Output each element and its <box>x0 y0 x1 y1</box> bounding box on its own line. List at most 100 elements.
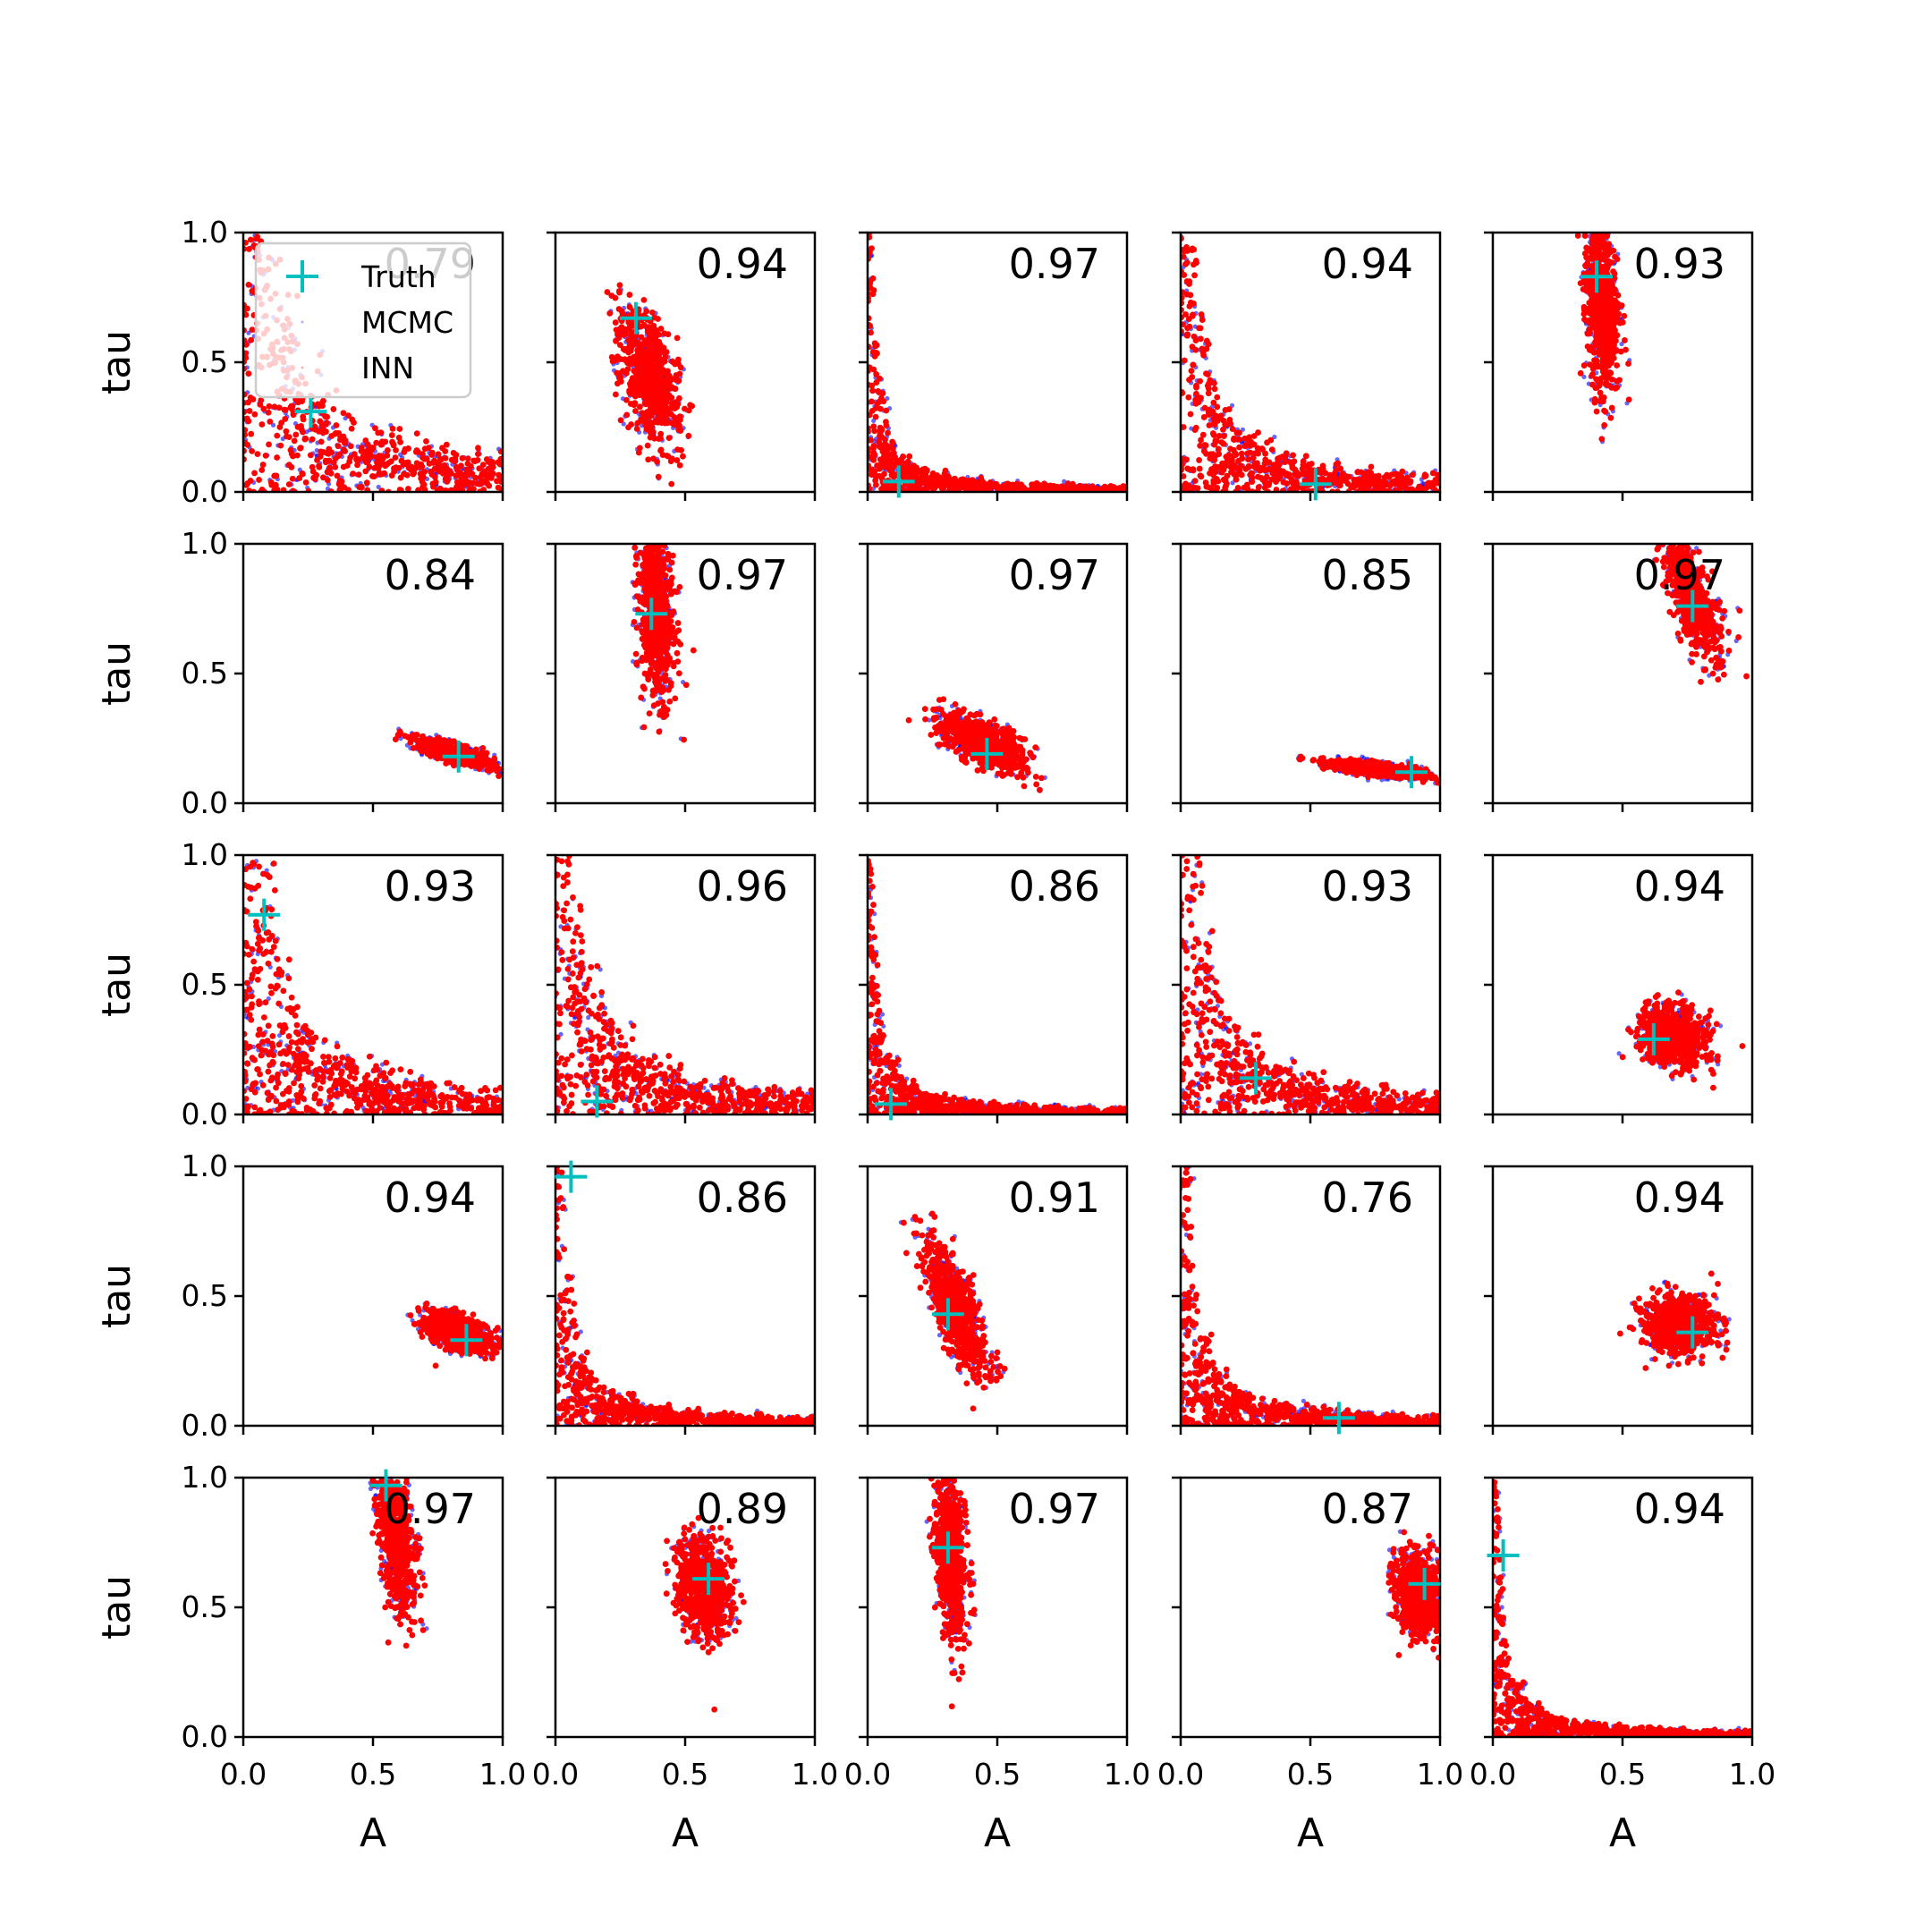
inn-point <box>1196 465 1203 472</box>
correlation-label: 0.94 <box>697 240 788 288</box>
inn-point <box>1239 455 1246 462</box>
inn-point <box>640 296 648 303</box>
inn-point <box>323 450 330 456</box>
inn-point <box>643 308 650 315</box>
inn-point <box>669 455 675 462</box>
inn-point <box>657 326 665 332</box>
inn-point <box>1421 473 1428 480</box>
inn-point <box>627 401 634 407</box>
inn-point <box>1365 475 1371 482</box>
inn-point <box>1602 263 1609 269</box>
inn-point <box>1268 476 1275 483</box>
inn-point <box>1258 474 1265 481</box>
inn-point <box>906 453 913 460</box>
inn-point <box>1401 478 1408 484</box>
inn-point <box>1193 384 1199 391</box>
inn-point <box>1036 482 1043 488</box>
inn-point <box>1210 480 1217 487</box>
inn-point <box>1244 450 1251 457</box>
inn-point <box>1231 462 1238 469</box>
inn-point <box>872 481 879 488</box>
inn-point <box>421 487 428 492</box>
inn-point <box>362 468 369 475</box>
inn-point <box>1299 470 1306 478</box>
inn-point <box>249 287 256 294</box>
inn-point <box>1589 370 1597 377</box>
inn-point <box>929 484 936 491</box>
inn-point <box>456 486 462 492</box>
inn-point <box>675 394 682 402</box>
inn-point <box>1004 484 1012 491</box>
inn-point <box>1216 451 1223 458</box>
inn-point <box>336 451 343 458</box>
inn-point <box>657 411 665 419</box>
inn-point <box>1197 377 1203 385</box>
inn-point <box>389 425 396 432</box>
inn-point <box>1339 470 1346 478</box>
inn-point <box>650 322 657 329</box>
inn-point <box>401 449 408 455</box>
inn-point <box>626 303 633 310</box>
inn-point <box>879 447 886 454</box>
inn-point <box>415 487 421 492</box>
inn-point <box>291 437 298 445</box>
inn-point <box>1588 247 1595 254</box>
inn-point <box>1589 381 1596 388</box>
inn-point <box>421 469 428 475</box>
inn-point <box>1326 471 1334 479</box>
inn-point <box>635 449 642 456</box>
inn-point <box>413 430 420 437</box>
inn-point <box>276 424 284 430</box>
inn-point <box>1593 310 1600 317</box>
inn-point <box>1191 478 1199 485</box>
inn-point <box>1587 361 1594 368</box>
inn-point <box>987 480 995 487</box>
inn-point <box>1586 330 1593 337</box>
inn-point <box>647 372 654 379</box>
inn-point <box>314 456 320 463</box>
inn-point <box>372 425 378 432</box>
inn-point <box>1602 346 1608 353</box>
inn-point <box>873 379 880 386</box>
scatter-points <box>392 726 503 779</box>
inn-point <box>1271 464 1278 470</box>
mcmc-point <box>270 422 276 428</box>
inn-point <box>647 366 654 373</box>
inn-point <box>259 462 267 468</box>
inn-point <box>1233 476 1240 482</box>
inn-point <box>311 423 318 430</box>
inn-point <box>1250 454 1257 462</box>
inn-point <box>922 472 929 479</box>
inn-point <box>656 436 662 442</box>
inn-point <box>318 448 325 455</box>
inn-point <box>1229 457 1235 464</box>
inn-point <box>1219 462 1226 470</box>
inn-point <box>875 388 882 394</box>
inn-point <box>1583 244 1590 251</box>
inn-point <box>314 401 321 408</box>
inn-point <box>1289 464 1296 471</box>
inn-point <box>489 470 496 477</box>
inn-point <box>645 456 652 463</box>
inn-point <box>1214 394 1221 401</box>
inn-point <box>656 343 663 349</box>
inn-point <box>1255 450 1261 457</box>
inn-point <box>663 399 670 405</box>
inn-point <box>309 463 316 470</box>
inn-point <box>1360 470 1367 477</box>
inn-point <box>1395 471 1402 479</box>
inn-point <box>651 314 658 321</box>
inn-point <box>1337 482 1343 488</box>
inn-point <box>669 359 676 365</box>
inn-point <box>1226 416 1233 423</box>
inn-point <box>644 442 651 449</box>
inn-point <box>407 465 413 472</box>
inn-point <box>405 486 411 492</box>
inn-point <box>1335 460 1342 467</box>
inn-point <box>868 233 873 241</box>
inn-point <box>1258 445 1266 452</box>
inn-point <box>384 452 391 459</box>
inn-point <box>387 458 394 465</box>
inn-point <box>1616 377 1623 384</box>
inn-point <box>1602 309 1609 316</box>
